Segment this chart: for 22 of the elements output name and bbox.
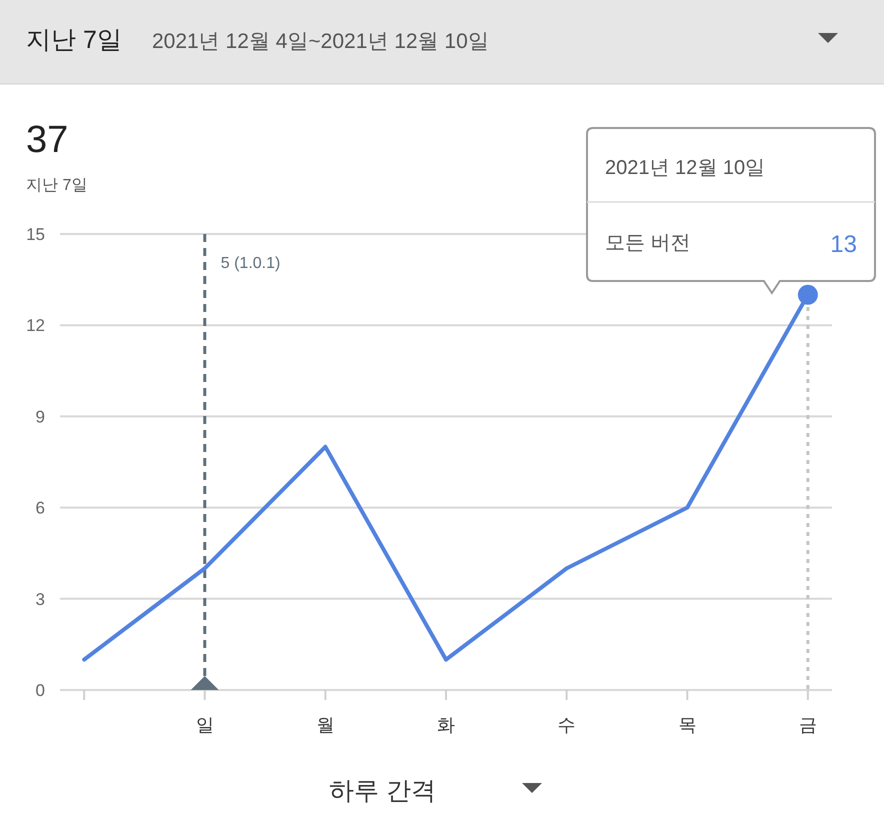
x-tick-label: 일 [196, 715, 214, 735]
ref-line: 5 (1.0.1) [203, 234, 280, 690]
x-tick-label: 수 [558, 715, 576, 735]
y-tick-label: 15 [26, 225, 45, 244]
x-tick-label: 목 [678, 715, 696, 735]
x-tick-label: 금 [798, 715, 817, 735]
y-tick-label: 9 [36, 407, 45, 426]
chart-subtitle: 2021년 12월 4일~2021년 12월 10일 [152, 30, 489, 53]
y-tick-label: 0 [36, 681, 45, 700]
y-tick-label: 3 [36, 590, 45, 609]
text: 37 [26, 119, 68, 161]
ref-line-label: 5 (1.0.1) [220, 255, 280, 272]
text: 하루 간격 [329, 777, 436, 805]
y-tick-label: 6 [36, 498, 45, 518]
x-tick-label: 월 [316, 715, 334, 735]
annotation: 13 [830, 231, 857, 258]
text: 지난 7일 [26, 177, 88, 194]
annotation: 모든 버전 [605, 232, 691, 254]
x-tick-label: 화 [437, 715, 455, 735]
y-tick-label: 12 [26, 316, 45, 336]
chart-title: 지난 7일 [26, 26, 122, 54]
text: 2021년 12월 10일 [605, 157, 766, 179]
